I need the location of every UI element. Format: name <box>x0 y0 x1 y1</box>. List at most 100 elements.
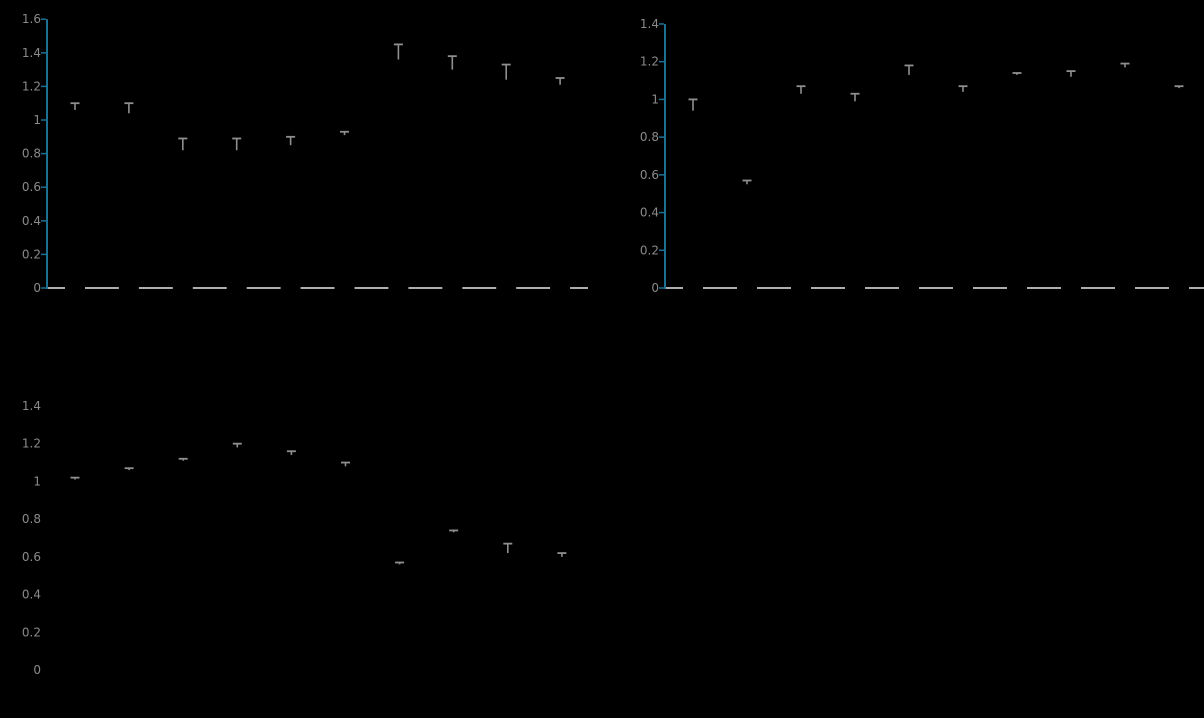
error-bar-stem <box>128 103 130 114</box>
y-axis-tick <box>659 136 664 138</box>
error-bar-stem <box>182 138 184 151</box>
error-bar-cap <box>395 561 405 564</box>
error-bar-stem <box>1124 63 1126 68</box>
error-bar-cap <box>286 135 296 138</box>
error-bar-cap <box>1120 62 1130 65</box>
y-tick-label: 0.6 <box>22 180 41 194</box>
error-bar-stem <box>1070 71 1072 77</box>
y-axis-tick <box>659 249 664 252</box>
y-axis-tick <box>41 85 46 88</box>
y-axis-tick <box>41 18 46 20</box>
error-bar-stem <box>800 86 802 94</box>
y-axis-tick <box>41 152 46 155</box>
error-bar-cap <box>1012 72 1022 74</box>
y-axis-line <box>46 19 48 289</box>
y-tick-label: 0 <box>651 281 659 295</box>
error-bar-cap <box>1174 85 1184 88</box>
bar <box>65 479 85 672</box>
bar <box>389 564 410 672</box>
error-bar-stem <box>74 103 76 110</box>
y-tick-label: 1 <box>33 474 41 488</box>
y-axis-tick <box>659 60 664 63</box>
error-bar-cap <box>555 77 565 79</box>
error-bar-stem <box>962 86 964 92</box>
error-bar-cap <box>70 102 80 105</box>
error-bar-stem <box>236 443 239 448</box>
bar <box>442 69 463 290</box>
y-axis-tick <box>41 186 46 188</box>
y-tick-label: 1.2 <box>22 79 41 93</box>
error-bar-stem <box>854 93 856 102</box>
error-bar-stem <box>289 136 292 146</box>
error-bar-cap <box>1066 70 1076 73</box>
error-bar-stem <box>290 451 293 455</box>
y-tick-label: 1 <box>651 92 659 106</box>
error-bar-stem <box>505 64 507 80</box>
y-axis-tick <box>41 287 46 289</box>
y-axis-tick <box>659 98 664 101</box>
bar <box>172 150 193 290</box>
error-bar-cap <box>340 130 349 133</box>
bar <box>334 135 355 290</box>
error-bar-cap <box>501 63 511 66</box>
bar <box>737 184 757 290</box>
bar <box>443 532 464 672</box>
y-tick-label: 1.2 <box>640 55 659 69</box>
error-bar-stem <box>397 44 400 60</box>
y-tick-label: 1.4 <box>22 46 41 60</box>
error-bar-stem <box>692 99 694 111</box>
error-bar-cap <box>796 85 806 88</box>
error-bar-stem <box>451 56 454 70</box>
bar <box>1169 88 1189 290</box>
error-bar-cap <box>449 529 459 532</box>
y-axis-tick <box>659 211 664 214</box>
y-axis-tick <box>41 119 46 121</box>
bar <box>1007 74 1027 290</box>
y-axis-tick <box>659 287 664 289</box>
x-axis-line <box>665 287 1204 289</box>
error-bar-stem <box>1178 86 1180 89</box>
bar <box>335 466 356 672</box>
error-bar-stem <box>507 543 509 554</box>
bar <box>118 113 139 290</box>
error-bar-stem <box>235 138 238 151</box>
y-tick-label: 0.4 <box>640 206 659 220</box>
error-bar-stem <box>128 468 130 471</box>
y-axis-tick <box>659 23 664 25</box>
bar <box>226 150 247 290</box>
error-bar-cap <box>904 64 914 67</box>
error-bar-stem <box>1016 72 1018 75</box>
x-axis-line <box>47 287 588 289</box>
error-bar-stem <box>343 131 346 136</box>
bar <box>845 101 865 290</box>
error-bar-cap <box>178 457 188 460</box>
error-bar-cap <box>232 137 242 140</box>
error-bar-stem <box>74 477 76 480</box>
y-tick-label: 0.8 <box>640 130 659 144</box>
error-bar-cap <box>70 476 80 479</box>
bar <box>953 91 973 290</box>
y-tick-label: 1.6 <box>22 12 41 26</box>
error-bar-cap <box>232 442 242 445</box>
bar <box>791 93 811 290</box>
y-tick-label: 1 <box>33 113 41 127</box>
error-bar-stem <box>398 562 401 565</box>
bar <box>227 447 248 672</box>
y-tick-label: 1.4 <box>22 399 41 413</box>
chart-top-right: 0 0.2 0.4 0.6 0.8 1 1.2 1.4 <box>640 17 1204 295</box>
y-axis-line <box>664 23 666 290</box>
bar <box>497 553 518 672</box>
y-tick-label: 0.2 <box>22 247 41 261</box>
error-bar-stem <box>344 462 347 467</box>
y-tick-label: 0.4 <box>22 214 41 228</box>
error-bar-cap <box>742 179 752 182</box>
bar <box>119 470 140 672</box>
chart-bottom-left: 0 0.2 0.4 0.6 0.8 1 1.2 1.4 <box>22 399 572 677</box>
y-axis-tick <box>41 253 46 256</box>
y-tick-label: 0 <box>33 663 41 677</box>
error-bar-cap <box>958 85 968 88</box>
bar <box>388 59 409 290</box>
bar <box>899 74 919 290</box>
